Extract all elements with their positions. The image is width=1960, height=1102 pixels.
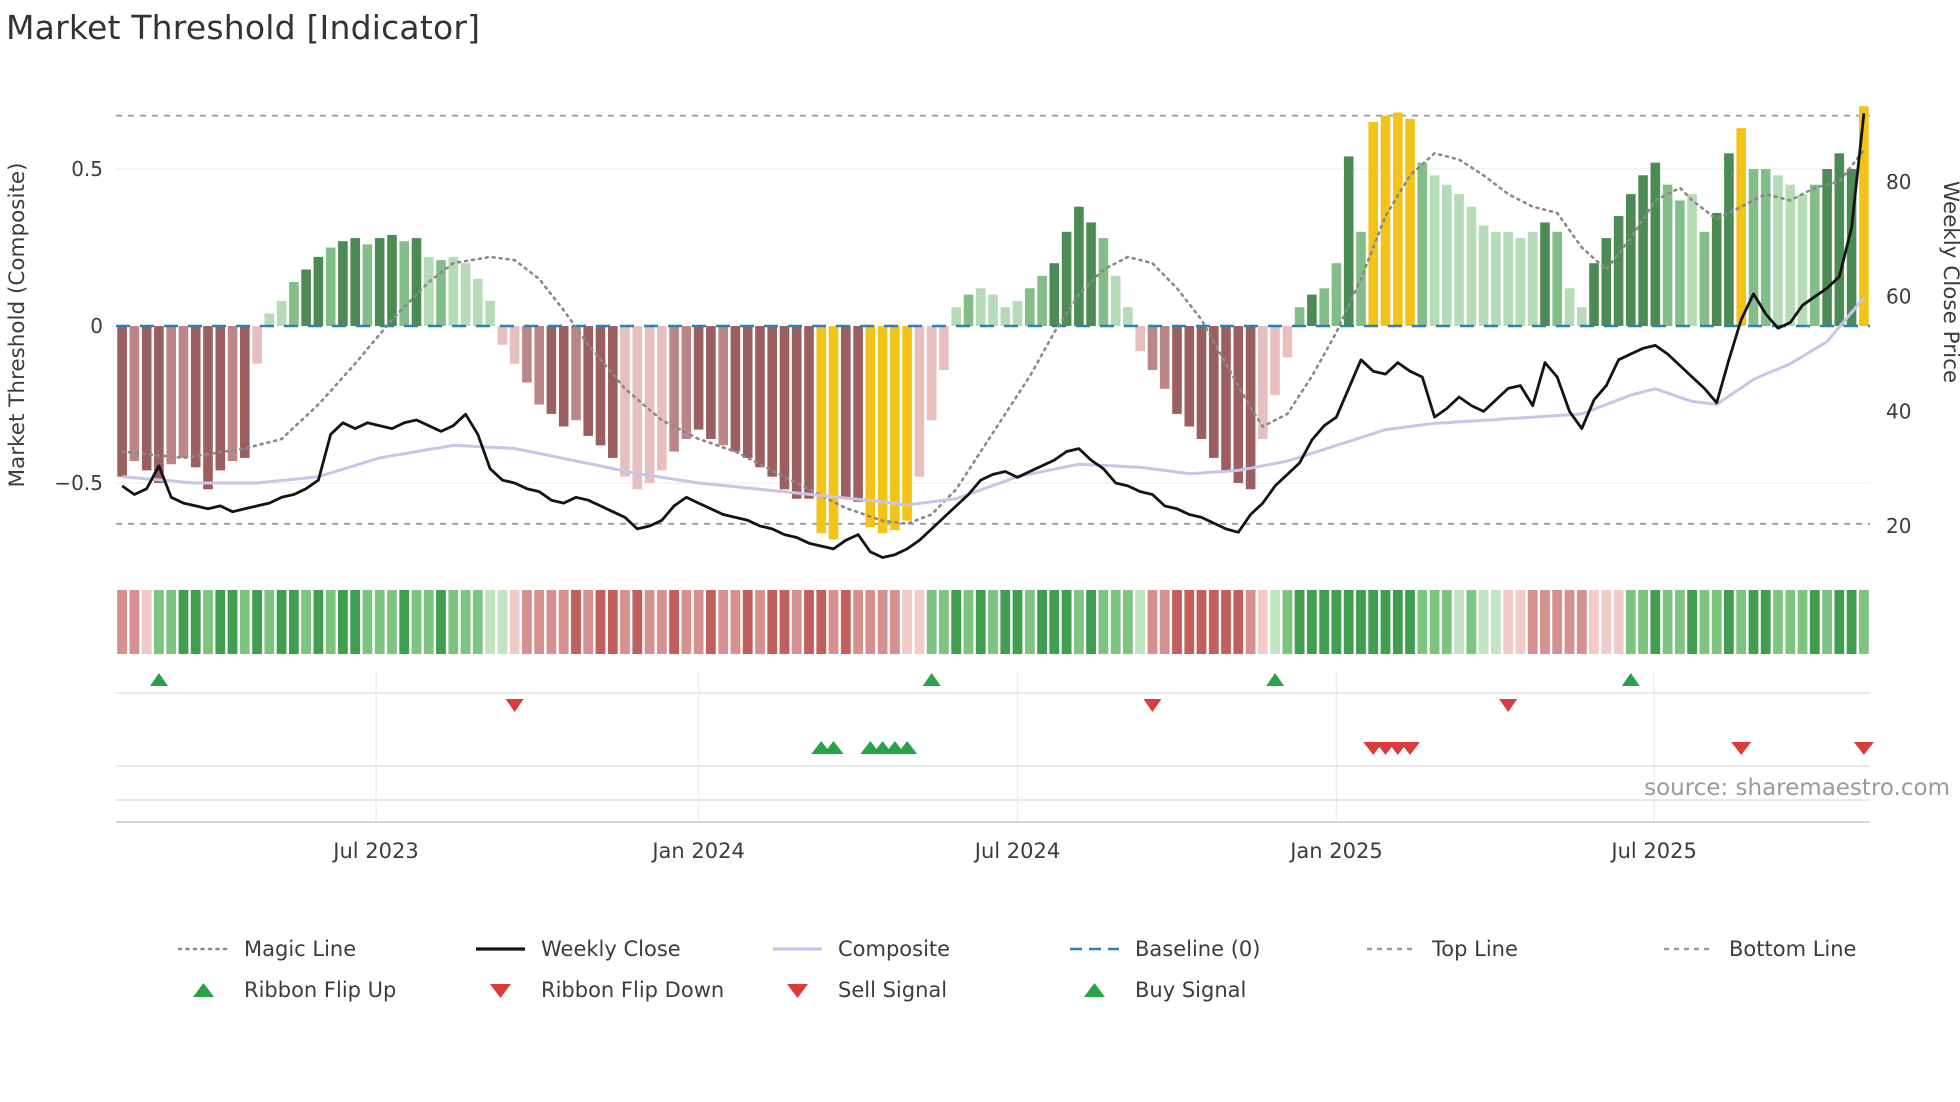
right-tick-label: 40 [1886, 399, 1911, 423]
x-tick-label: Jan 2025 [1288, 839, 1383, 863]
legend-label: Top Line [1432, 936, 1518, 961]
legend-label: Ribbon Flip Up [244, 977, 397, 1002]
x-tick-label: Jul 2025 [1609, 839, 1696, 863]
legend-label: Ribbon Flip Down [541, 977, 725, 1002]
buy-signal-markers [811, 741, 918, 754]
line-sample-solid-icon [476, 946, 525, 951]
legend-item-sell-signal: Sell Signal [770, 977, 1067, 1003]
sell-signal-markers [1363, 742, 1874, 755]
triangle-down-icon [787, 983, 808, 998]
legend-label: Sell Signal [838, 977, 948, 1002]
magic-line [120, 148, 1866, 526]
legend-label: Bottom Line [1729, 936, 1857, 961]
triangle-up-icon [193, 982, 214, 997]
line-sample-dashed-icon [1367, 947, 1416, 950]
right-tick-label: 20 [1886, 514, 1911, 538]
right-axis-title: Weekly Close Price [1938, 181, 1960, 383]
right-axis: 80 60 40 20 Weekly Close Price [1886, 170, 1960, 538]
legend-item-bottom-line: Bottom Line [1661, 936, 1958, 962]
signal-panel-gridlines [116, 672, 1870, 822]
legend-label: Baseline (0) [1135, 936, 1261, 961]
line-sample-solid-icon [773, 946, 822, 951]
triangle-down-icon [490, 983, 511, 998]
weekly-close-line [121, 113, 1866, 559]
left-tick-label: 0 [90, 314, 103, 338]
page-title: Market Threshold [Indicator] [6, 8, 481, 47]
left-axis: 0.5 0 −0.5 Market Threshold (Composite) [5, 157, 103, 495]
legend-label: Magic Line [244, 936, 357, 961]
legend-label: Weekly Close [541, 936, 681, 961]
market-threshold-chart: 0.5 0 −0.5 Market Threshold (Composite) 80 60… [5, 106, 1960, 863]
legend-item-ribbon-flip-down: Ribbon Flip Down [473, 977, 770, 1003]
x-tick-label: Jul 2023 [331, 839, 418, 863]
legend-item-baseline-0: Baseline (0) [1067, 936, 1364, 962]
source-text: source: sharemaestro.com [1644, 775, 1950, 801]
line-sample-dashed-long-icon [1070, 947, 1119, 950]
line-sample-dotted-icon [177, 947, 230, 950]
legend-item-buy-signal: Buy Signal [1067, 977, 1364, 1003]
triangle-up-icon [1084, 982, 1105, 997]
ribbon-flip-up-markers [149, 673, 1640, 686]
x-tick-label: Jul 2024 [973, 839, 1060, 863]
line-sample-dashed-icon [1664, 947, 1713, 950]
ribbon-flip-down-markers [505, 699, 1518, 712]
legend-item-top-line: Top Line [1364, 936, 1661, 962]
composite-line [121, 296, 1866, 507]
legend-item-composite: Composite [770, 936, 1067, 962]
legend-label: Composite [838, 936, 951, 961]
right-tick-label: 60 [1886, 285, 1911, 309]
trend-ribbon [117, 590, 1869, 654]
left-tick-label: 0.5 [71, 157, 103, 181]
legend-item-ribbon-flip-up: Ribbon Flip Up [176, 977, 473, 1003]
right-tick-label: 80 [1886, 170, 1911, 194]
x-tick-label: Jan 2024 [650, 839, 745, 863]
legend-item-weekly-close: Weekly Close [473, 936, 770, 962]
main-gridlines [116, 168, 1870, 484]
legend-label: Buy Signal [1135, 977, 1247, 1002]
legend-item-magic-line: Magic Line [176, 936, 473, 962]
threshold-bars [117, 106, 1869, 540]
x-axis-labels: Jul 2023 Jan 2024 Jul 2024 Jan 2025 Jul 2025 [331, 839, 1697, 863]
legend: Magic Line Weekly Close Composite Baseline … [176, 928, 1958, 1010]
left-axis-title: Market Threshold (Composite) [5, 162, 30, 487]
left-tick-label: −0.5 [54, 471, 103, 495]
